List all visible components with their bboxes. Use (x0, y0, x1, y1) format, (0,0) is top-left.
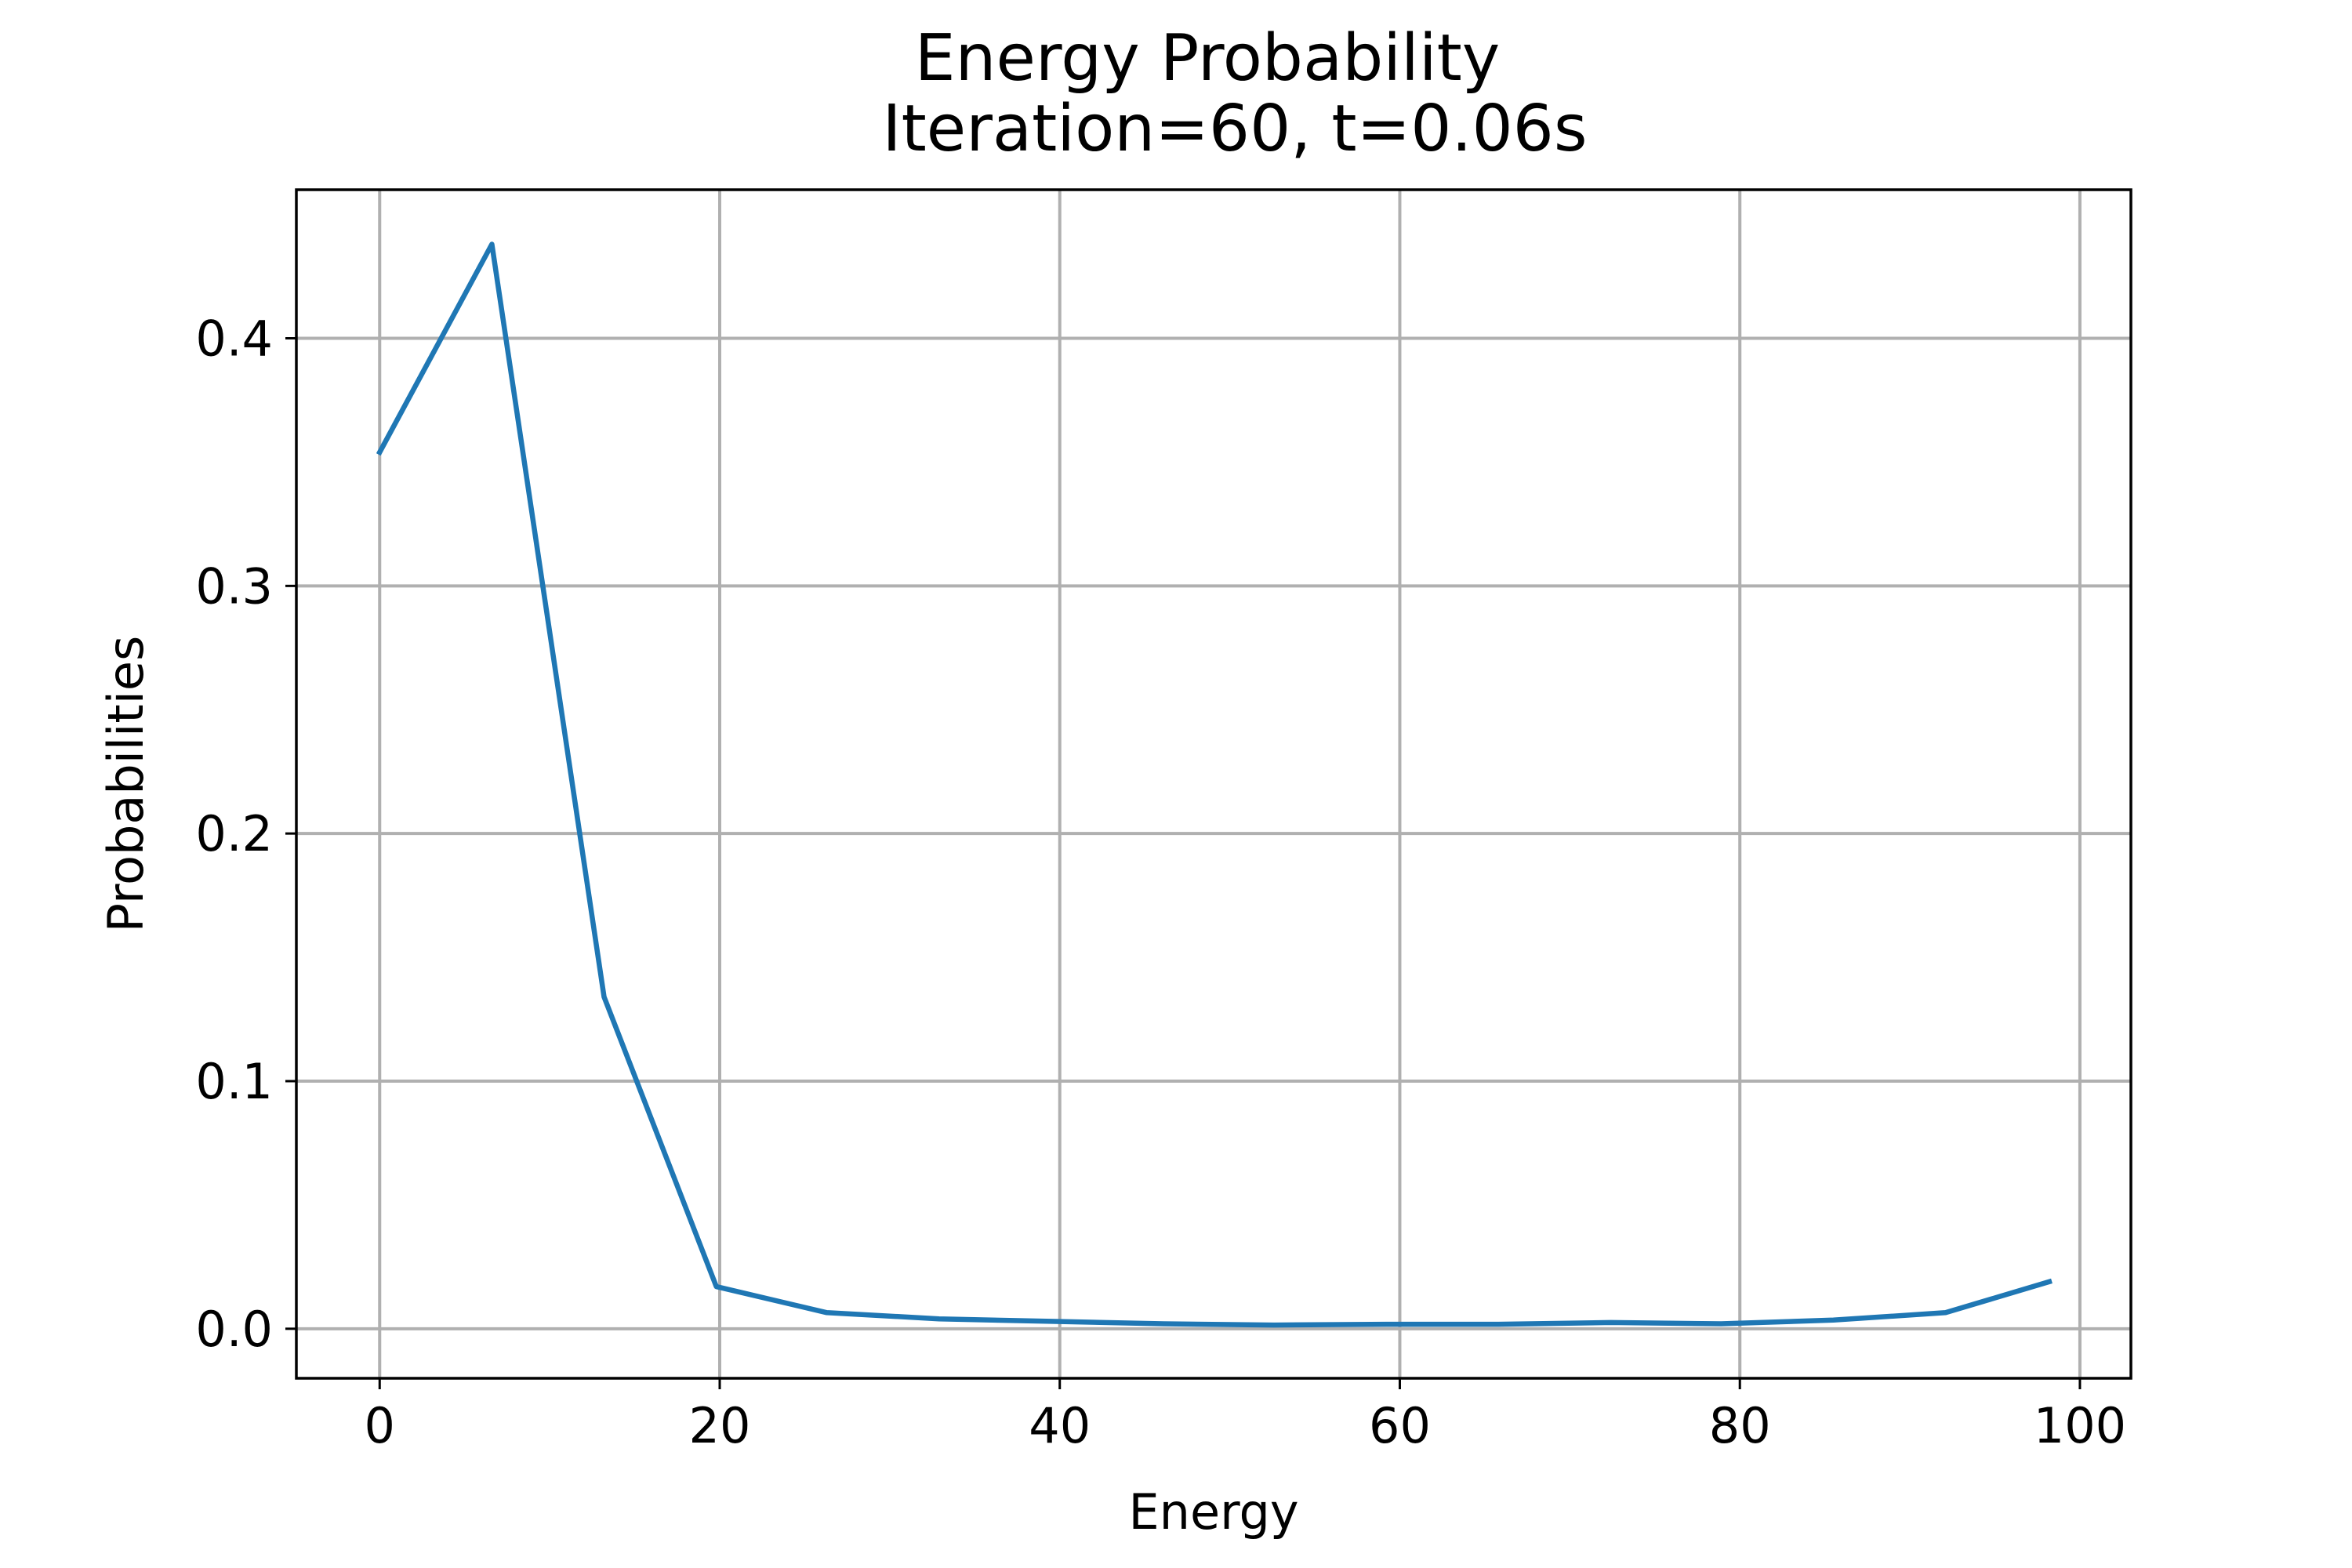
y-axis-label: Probabilities (97, 636, 154, 933)
x-tick-label: 60 (1369, 1397, 1431, 1454)
y-tick-label: 0.3 (195, 557, 273, 615)
series-line (376, 241, 2053, 1328)
x-tick-label: 40 (1029, 1397, 1091, 1454)
x-tick-label: 80 (1709, 1397, 1771, 1454)
y-tick-label: 0.1 (195, 1053, 273, 1110)
chart-subtitle: Iteration=60, t=0.06s (882, 92, 1587, 166)
chart-title: Energy Probability (915, 21, 1501, 96)
series-layer (376, 241, 2053, 1328)
ticks: 0 20 40 60 80 100 0.0 0.1 0.2 0.3 0.4 (195, 310, 2126, 1455)
grid (296, 190, 2131, 1378)
x-tick-label: 20 (689, 1397, 751, 1454)
y-tick-label: 0.4 (195, 310, 273, 368)
x-tick-label: 100 (2034, 1397, 2126, 1454)
x-tick-label: 0 (365, 1397, 395, 1454)
y-tick-label: 0.0 (195, 1301, 273, 1358)
x-axis-label: Energy (1128, 1483, 1298, 1541)
y-tick-label: 0.2 (195, 805, 273, 862)
plot-frame (295, 188, 2132, 1380)
